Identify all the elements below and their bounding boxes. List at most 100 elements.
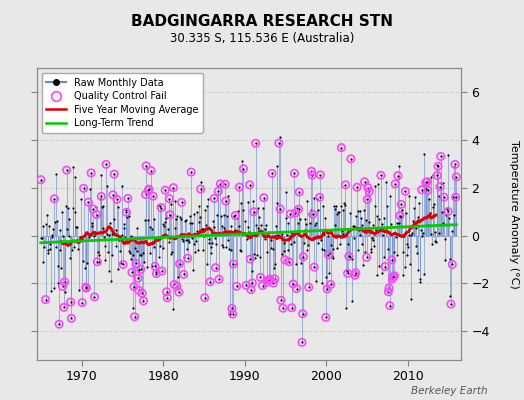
Point (37, 234, 46, 241)
Point (101, 243, 110, 249)
Point (60, 279, 69, 285)
Point (267, 245, 275, 251)
Point (268, 170, 276, 177)
Point (423, 178, 431, 185)
Point (77, 196, 85, 203)
Point (151, 263, 159, 270)
Point (170, 281, 178, 288)
Point (417, 227, 425, 234)
Point (265, 277, 273, 283)
Point (249, 198, 257, 205)
Point (212, 240, 221, 247)
Point (320, 247, 329, 253)
Point (141, 191, 150, 198)
Point (119, 261, 127, 268)
Point (83, 260, 91, 266)
Point (269, 280, 278, 286)
Point (160, 222, 168, 229)
Point (436, 183, 444, 190)
Point (249, 208, 258, 215)
Point (126, 256, 135, 262)
Point (228, 311, 237, 317)
Point (85, 231, 94, 237)
Point (64, 205, 72, 211)
Point (228, 311, 237, 317)
Point (401, 188, 410, 194)
Point (361, 249, 369, 256)
Point (290, 170, 299, 176)
Point (113, 196, 121, 202)
Point (67, 299, 75, 305)
Point (108, 192, 117, 198)
Point (233, 283, 241, 290)
Point (304, 284, 313, 290)
Point (41, 296, 50, 303)
Point (187, 169, 195, 175)
Point (307, 207, 315, 214)
Point (265, 229, 274, 235)
Point (402, 252, 411, 258)
Point (448, 261, 456, 268)
Point (176, 260, 184, 267)
Point (224, 237, 233, 244)
Point (177, 216, 185, 222)
Point (436, 183, 444, 190)
Point (39, 259, 48, 266)
Point (279, 248, 288, 254)
Point (418, 232, 427, 239)
Point (281, 257, 289, 263)
Point (134, 275, 142, 282)
Point (407, 296, 415, 302)
Text: BADGINGARRA RESEARCH STN: BADGINGARRA RESEARCH STN (131, 14, 393, 29)
Point (69, 205, 78, 212)
Point (179, 238, 187, 245)
Point (254, 205, 263, 212)
Point (383, 203, 391, 209)
Point (87, 170, 95, 176)
Point (205, 236, 214, 242)
Point (55, 321, 63, 327)
Point (56, 226, 64, 233)
Point (71, 209, 80, 216)
Point (181, 218, 189, 224)
Point (64, 233, 73, 239)
Point (447, 228, 456, 234)
Point (352, 270, 360, 276)
Point (72, 224, 80, 231)
Point (80, 233, 89, 240)
Y-axis label: Temperature Anomaly (°C): Temperature Anomaly (°C) (509, 140, 519, 288)
Point (78, 299, 86, 306)
Point (156, 243, 164, 249)
Point (142, 163, 150, 169)
Point (119, 220, 128, 227)
Point (89, 206, 97, 212)
Point (266, 276, 274, 282)
Point (96, 196, 104, 203)
Point (418, 186, 426, 193)
Point (318, 280, 326, 286)
Point (325, 270, 333, 276)
Point (258, 282, 267, 289)
Point (97, 193, 105, 200)
Point (244, 224, 253, 231)
Point (99, 202, 107, 209)
Point (184, 237, 192, 243)
Point (315, 234, 323, 240)
Point (203, 261, 212, 268)
Point (281, 257, 289, 263)
Point (389, 274, 397, 280)
Point (299, 310, 307, 317)
Point (190, 240, 198, 247)
Point (186, 219, 194, 226)
Point (326, 281, 335, 288)
Point (219, 244, 227, 250)
Point (206, 250, 215, 256)
Point (196, 186, 205, 192)
Point (185, 239, 193, 245)
Point (60, 279, 69, 285)
Point (351, 272, 359, 278)
Point (128, 305, 137, 312)
Point (293, 220, 302, 226)
Point (73, 224, 81, 230)
Point (427, 231, 435, 237)
